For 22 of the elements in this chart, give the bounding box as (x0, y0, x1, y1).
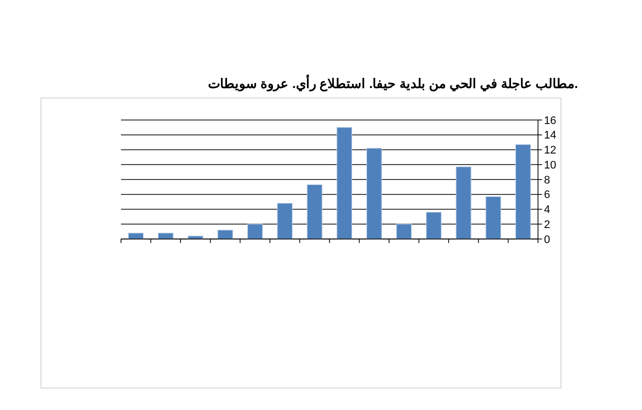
bar (486, 196, 502, 240)
y-tick-label: 2 (544, 218, 550, 231)
bar (128, 232, 144, 240)
y-tick-label: 12 (544, 144, 556, 157)
y-tick-label: 10 (544, 159, 556, 172)
bar (306, 184, 322, 240)
bar (456, 166, 472, 240)
bar (277, 203, 293, 240)
bar (426, 212, 442, 240)
bar (366, 148, 382, 240)
y-tick-label: 4 (544, 204, 550, 216)
y-tick-label: 16 (544, 114, 556, 127)
y-tick-label: 6 (544, 189, 550, 202)
bar (158, 232, 174, 240)
chart-title: مطالب عاجلة في الحي من بلدية حيفا. استطلاع رأي. عروة سويطات. (208, 75, 578, 92)
y-tick-label: 0 (544, 234, 550, 246)
bar (336, 127, 352, 240)
y-tick-label: 8 (544, 174, 550, 186)
bar (396, 224, 412, 240)
y-tick-label: 14 (544, 130, 556, 142)
bar (515, 144, 531, 240)
bar (247, 224, 263, 240)
